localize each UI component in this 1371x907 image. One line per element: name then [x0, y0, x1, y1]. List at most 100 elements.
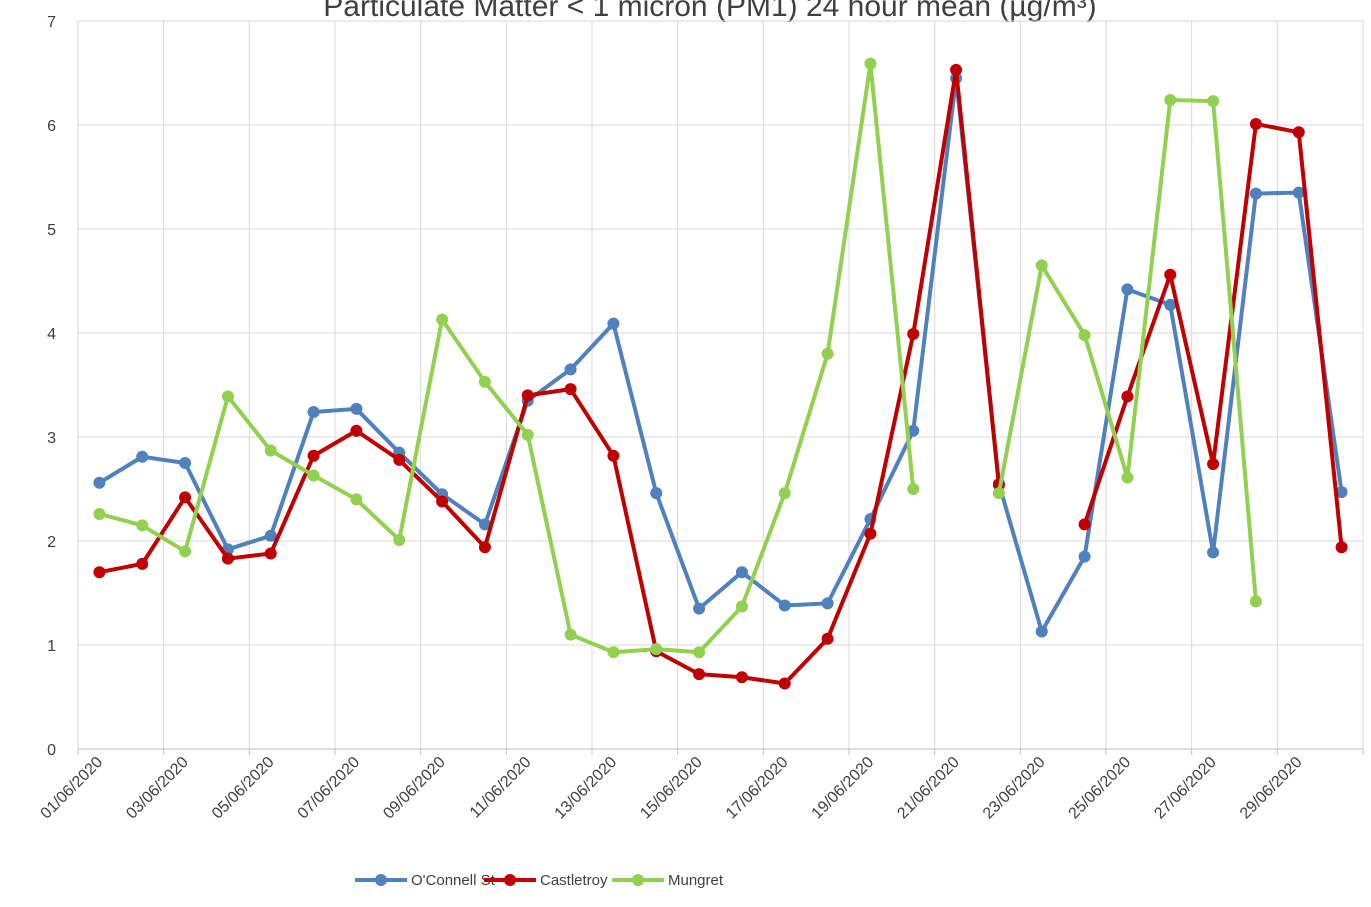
point	[179, 491, 192, 504]
point	[264, 529, 277, 542]
point	[735, 671, 748, 684]
point	[735, 566, 748, 579]
x-tick-label: 03/06/2020	[123, 754, 192, 823]
y-tick-label: 7	[47, 14, 56, 31]
point	[607, 317, 620, 330]
point	[307, 469, 320, 482]
point	[179, 457, 192, 469]
point	[179, 545, 192, 558]
x-tick-label: 25/06/2020	[1066, 754, 1135, 823]
point	[93, 507, 106, 520]
point	[350, 493, 363, 506]
point	[1335, 486, 1348, 499]
y-tick-label: 2	[47, 534, 56, 551]
point	[992, 487, 1005, 500]
point	[1207, 458, 1220, 471]
point	[650, 487, 663, 500]
point	[1335, 541, 1348, 554]
point	[1121, 283, 1134, 296]
point	[907, 424, 920, 437]
point	[93, 476, 106, 489]
point	[307, 449, 320, 462]
legend-label: Mungret	[668, 872, 724, 889]
point	[1035, 625, 1048, 638]
x-tick-label: 01/06/2020	[38, 754, 107, 823]
point	[1292, 186, 1305, 199]
point	[393, 533, 406, 546]
point	[1035, 259, 1048, 272]
point	[864, 57, 877, 70]
point	[693, 668, 706, 681]
x-tick-label: 23/06/2020	[980, 754, 1049, 823]
point	[136, 519, 149, 532]
x-tick-label: 19/06/2020	[809, 754, 878, 823]
point	[93, 566, 106, 579]
series-line	[98, 76, 1344, 634]
point	[607, 449, 620, 462]
point	[1121, 471, 1134, 484]
point	[1249, 187, 1262, 200]
point	[735, 600, 748, 613]
point	[821, 632, 834, 645]
point	[478, 518, 491, 531]
point	[778, 677, 791, 690]
x-tick-label: 17/06/2020	[723, 754, 792, 823]
point	[1249, 595, 1262, 608]
point	[136, 450, 149, 463]
point	[693, 602, 706, 615]
point	[136, 557, 149, 570]
point	[650, 643, 663, 656]
point	[1207, 546, 1220, 559]
point	[907, 328, 920, 341]
y-tick-label: 5	[47, 222, 56, 239]
legend-marker	[375, 874, 387, 886]
point	[1078, 329, 1091, 342]
y-tick-label: 3	[47, 430, 56, 447]
x-tick-label: 05/06/2020	[209, 754, 278, 823]
x-tick-label: 07/06/2020	[295, 754, 364, 823]
point	[1078, 550, 1091, 563]
point	[1292, 126, 1305, 139]
point	[521, 389, 534, 402]
y-tick-label: 0	[47, 742, 56, 759]
legend-marker	[632, 874, 644, 886]
point	[907, 483, 920, 495]
point	[436, 313, 449, 326]
x-tick-label: 11/06/2020	[467, 754, 535, 822]
x-tick-label: 15/06/2020	[637, 754, 706, 823]
x-tick-label: 29/06/2020	[1237, 754, 1306, 823]
point	[1078, 518, 1091, 531]
x-tick-label: 09/06/2020	[380, 754, 449, 823]
point	[607, 646, 620, 659]
point	[1121, 390, 1134, 403]
point	[950, 63, 963, 76]
point	[436, 495, 449, 508]
x-tick-label: 27/06/2020	[1151, 754, 1220, 823]
point	[1164, 298, 1177, 311]
legend-marker	[504, 874, 516, 886]
point	[264, 444, 277, 457]
x-tick-label: 13/06/2020	[552, 754, 621, 823]
point	[393, 453, 406, 466]
point	[307, 406, 320, 419]
legend-label: Castletroy	[540, 872, 608, 889]
point	[221, 390, 234, 403]
point	[478, 541, 491, 554]
y-tick-label: 4	[47, 326, 56, 343]
point	[778, 487, 791, 500]
point	[821, 347, 834, 360]
point	[350, 424, 363, 437]
point	[564, 628, 577, 641]
point	[1207, 95, 1220, 108]
point	[864, 527, 877, 540]
point	[264, 547, 277, 560]
point	[778, 599, 791, 612]
point	[478, 375, 491, 388]
x-tick-label: 21/06/2020	[894, 754, 963, 823]
point	[350, 402, 363, 415]
point	[221, 552, 234, 565]
point	[1164, 94, 1177, 107]
point	[693, 646, 706, 659]
chart-title: Particulate Matter < 1 micron (PM1) 24 h…	[323, 0, 1096, 23]
